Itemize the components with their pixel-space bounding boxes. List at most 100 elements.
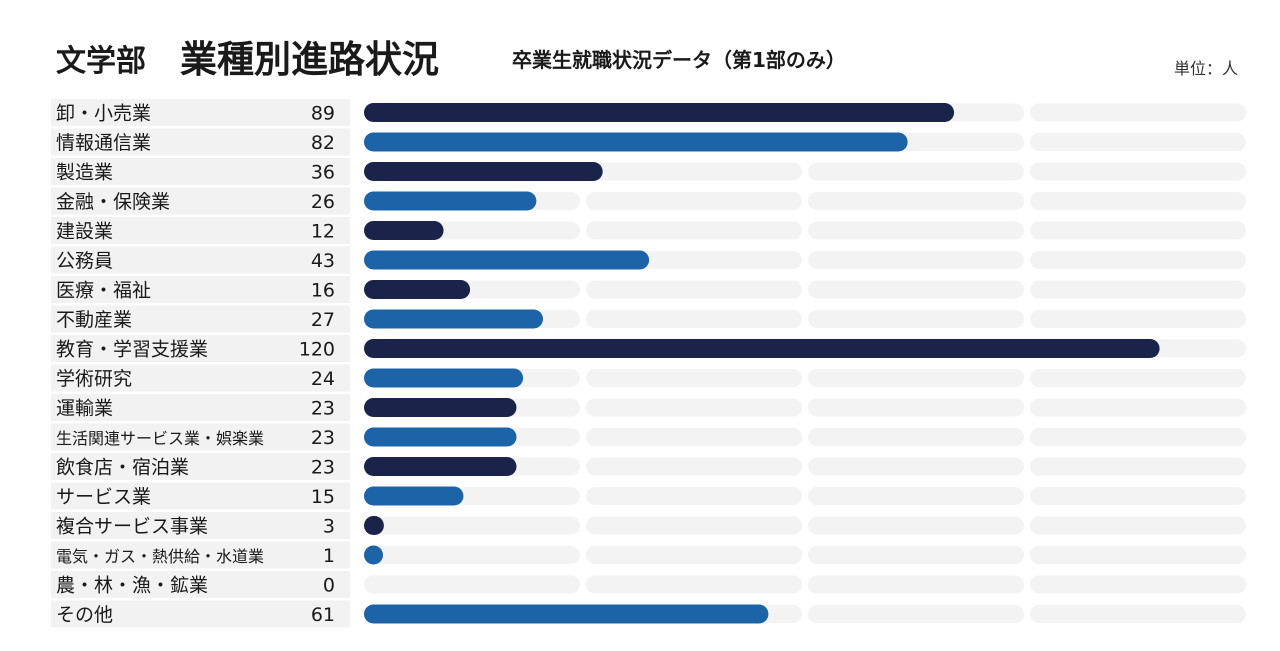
bar-track-segment	[808, 487, 1024, 505]
value-label: 23	[311, 398, 335, 420]
category-label-bg	[51, 482, 350, 510]
category-label: 教育・学習支援業	[56, 339, 208, 361]
bar-track-segment	[1030, 133, 1246, 151]
category-label: 農・林・漁・鉱業	[56, 575, 208, 597]
bar-track-segment	[1030, 428, 1246, 446]
category-label-bg	[51, 99, 350, 126]
bar-track-segment	[586, 221, 802, 240]
value-label: 43	[311, 250, 335, 272]
category-label-bg	[51, 305, 350, 333]
category-label: 運輸業	[56, 398, 113, 420]
bar	[364, 132, 908, 152]
bar-track-segment	[586, 192, 802, 210]
category-label-bg	[51, 187, 350, 215]
bar	[364, 280, 471, 299]
bar-track-segment	[586, 369, 802, 387]
value-label: 89	[311, 103, 335, 125]
category-label-bg	[51, 571, 350, 598]
bar-track-segment	[586, 162, 802, 181]
bar	[364, 162, 603, 181]
chart-title-area: 文学部 業種別進路状況 卒業生就職状況データ（第1部のみ）	[56, 24, 1176, 81]
bar-track-segment	[808, 162, 1024, 181]
bar-track-segment	[586, 428, 802, 446]
category-label-bg	[51, 453, 350, 480]
bar-track-segment	[586, 516, 802, 535]
bar-track-segment	[586, 398, 802, 417]
bar-track-segment	[1030, 310, 1246, 328]
value-label: 16	[311, 280, 335, 302]
bar-track-segment	[808, 280, 1024, 299]
category-label: 製造業	[56, 162, 113, 184]
chart-title: 業種別進路状況	[180, 38, 439, 81]
bar-track-segment	[808, 251, 1024, 269]
category-label: サービス業	[56, 486, 151, 508]
value-label: 15	[311, 486, 335, 508]
bar-track-segment	[1030, 605, 1246, 623]
value-label: 61	[311, 604, 335, 626]
bar-track-segment	[808, 369, 1024, 387]
bar-track-segment	[808, 516, 1024, 535]
category-label: 生活関連サービス業・娯楽業	[56, 429, 264, 448]
value-label: 0	[323, 575, 335, 597]
category-label: 飲食店・宿泊業	[56, 457, 189, 479]
value-label: 3	[323, 516, 335, 538]
bar-track-segment	[1030, 192, 1246, 210]
category-label-bg	[51, 541, 350, 569]
category-label-bg	[51, 600, 350, 628]
value-label: 27	[311, 309, 335, 331]
bar-track-segment	[586, 310, 802, 328]
bar-track-segment	[808, 398, 1024, 417]
category-label: その他	[56, 604, 113, 626]
category-label: 情報通信業	[56, 132, 151, 154]
bar-track-segment	[364, 575, 580, 594]
value-label: 36	[311, 162, 335, 184]
category-label-bg	[51, 423, 350, 451]
bar-track-segment	[1030, 251, 1246, 269]
bar-track-segment	[586, 487, 802, 505]
bar	[364, 604, 769, 624]
value-label: 120	[299, 339, 335, 361]
value-label: 26	[311, 191, 335, 213]
bar	[364, 221, 444, 240]
bar-track-segment	[808, 221, 1024, 240]
bar-track-segment	[1030, 162, 1246, 181]
bar-track-segment	[1030, 575, 1246, 594]
category-label-bg	[51, 217, 350, 244]
bar-track-segment	[808, 546, 1024, 564]
bar-track-segment	[808, 428, 1024, 446]
bar-track-segment	[1030, 398, 1246, 417]
department-label: 文学部	[56, 44, 146, 79]
bar	[364, 191, 537, 211]
bar	[364, 427, 517, 447]
category-label: 建設業	[56, 221, 113, 243]
bar-track-segment	[1030, 103, 1246, 122]
category-label-bg	[51, 364, 350, 392]
value-label: 24	[311, 368, 335, 390]
bar	[364, 398, 517, 417]
category-label-bg	[51, 246, 350, 274]
bar	[364, 309, 544, 329]
bar-track-segment	[1030, 546, 1246, 564]
bar	[364, 103, 955, 122]
value-label: 23	[311, 427, 335, 449]
value-label: 12	[311, 221, 335, 243]
bar-track-segment	[364, 546, 580, 564]
category-label-bg	[51, 128, 350, 156]
bar	[364, 368, 524, 388]
bar-track-segment	[1030, 457, 1246, 476]
category-label-bg	[51, 276, 350, 303]
value-label: 1	[323, 545, 335, 567]
category-label-bg	[51, 394, 350, 421]
bar-track-segment	[586, 546, 802, 564]
category-label: 不動産業	[56, 309, 132, 331]
chart-subtitle: 卒業生就職状況データ（第1部のみ）	[512, 48, 846, 72]
bar-track-segment	[808, 605, 1024, 623]
bar-track-segment	[1030, 280, 1246, 299]
bar	[364, 516, 384, 535]
bar-track-segment	[586, 575, 802, 594]
bar-track-segment	[586, 457, 802, 476]
value-label: 23	[311, 457, 335, 479]
category-label-bg	[51, 335, 350, 362]
category-label: 卸・小売業	[56, 103, 151, 125]
